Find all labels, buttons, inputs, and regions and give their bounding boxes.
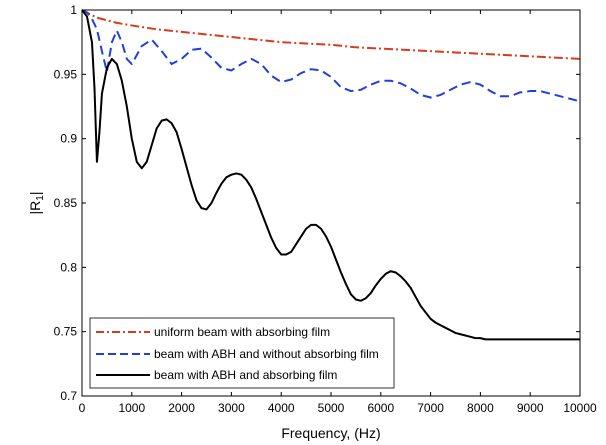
x-tick-label: 2000 — [168, 401, 195, 415]
y-tick-label: 1 — [70, 3, 77, 17]
legend: uniform beam with absorbing film beam wi… — [89, 317, 395, 389]
y-axis-title-main: |R — [27, 201, 43, 215]
legend-box — [89, 317, 395, 389]
y-axis-title-sub: 1 — [35, 195, 46, 201]
y-tick-label: 0.75 — [54, 325, 78, 339]
series-abh-no-film-line — [81, 9, 581, 103]
x-tick-label: 1000 — [118, 401, 145, 415]
y-tick-label: 0.7 — [60, 389, 77, 403]
x-tick-label: 10000 — [563, 401, 597, 415]
x-tick-label: 6000 — [367, 401, 394, 415]
x-tick-label: 9000 — [517, 401, 544, 415]
x-tick-label: 5000 — [318, 401, 345, 415]
x-tick-label: 8000 — [467, 401, 494, 415]
legend-label-abh-film: beam with ABH and absorbing film — [154, 368, 337, 382]
series-abh-film-line — [81, 9, 580, 341]
y-tick-label: 0.95 — [54, 67, 78, 81]
legend-label-abh-no-film: beam with ABH and without absorbing film — [154, 347, 379, 361]
ticks-layer: 0 1000 2000 3000 4000 5000 6000 7000 8000 9000 100… — [54, 3, 597, 415]
y-tick-label: 0.8 — [60, 260, 77, 274]
series-layer — [81, 9, 581, 341]
y-tick-label: 0.9 — [60, 132, 77, 146]
x-tick-label: 3000 — [218, 401, 245, 415]
x-tick-label: 0 — [79, 401, 86, 415]
x-axis-title: Frequency, (Hz) — [281, 425, 380, 441]
y-axis-title-end: | — [27, 192, 43, 196]
x-tick-label: 4000 — [268, 401, 295, 415]
x-tick-label: 7000 — [417, 401, 444, 415]
legend-label-uniform: uniform beam with absorbing film — [154, 325, 330, 339]
y-axis-title: |R1| — [27, 192, 46, 215]
y-tick-label: 0.85 — [54, 196, 78, 210]
